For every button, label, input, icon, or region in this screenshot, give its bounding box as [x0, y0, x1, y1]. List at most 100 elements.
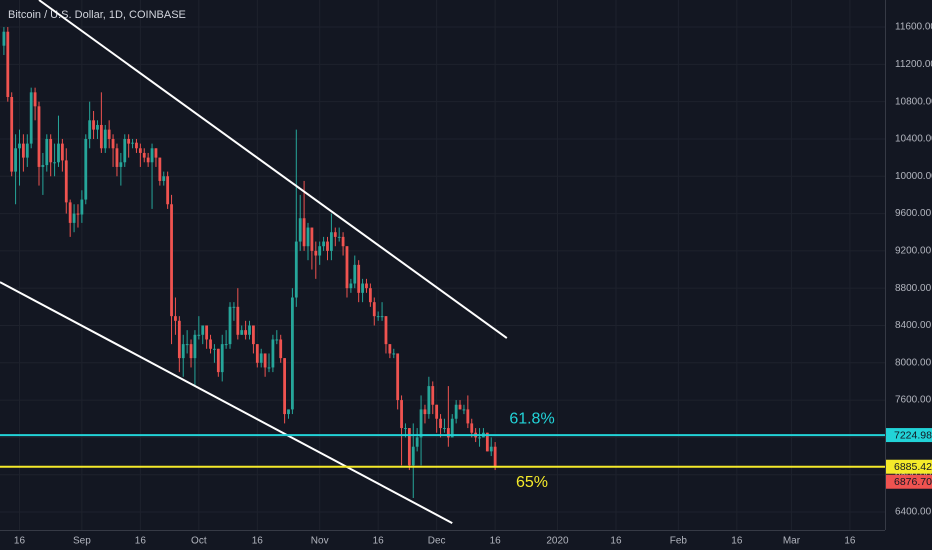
x-tick-label: 16 — [14, 536, 26, 547]
candle-body — [189, 344, 193, 359]
price-tag — [886, 474, 932, 489]
candle-body — [127, 138, 131, 144]
candle-body — [18, 143, 21, 149]
candle-body — [72, 213, 76, 223]
candle-body — [470, 423, 474, 433]
candle-body — [174, 316, 177, 321]
candle-body — [333, 232, 337, 237]
candle-body — [14, 148, 17, 172]
candle-body — [103, 129, 107, 149]
candle-body — [423, 409, 427, 415]
price-tag-label: 6876.70 — [894, 476, 932, 488]
y-tick-label: 11200.00 — [895, 59, 932, 70]
candle-body — [170, 204, 173, 317]
price-tag — [886, 428, 932, 443]
x-tick-label: Feb — [670, 536, 688, 547]
candle-body — [154, 148, 158, 158]
candle-body — [201, 325, 205, 335]
candle-body — [107, 129, 111, 139]
candle-body — [443, 428, 446, 430]
x-tick-label: Sep — [73, 536, 91, 547]
y-tick-label: 9200.00 — [895, 246, 932, 257]
candle-body — [33, 92, 37, 107]
candle-body — [259, 353, 263, 363]
candle-body — [150, 148, 154, 163]
candle-body — [111, 138, 115, 149]
x-tick-label: 16 — [135, 536, 147, 547]
candle-body — [431, 386, 435, 405]
x-tick-label: 16 — [610, 536, 622, 547]
candle-body — [80, 199, 84, 215]
candle-body — [427, 386, 431, 415]
candle-body — [185, 344, 189, 346]
x-tick-label: 16 — [373, 536, 385, 547]
candle-body — [489, 446, 493, 452]
candle-body — [384, 316, 388, 345]
chart-title: Bitcoin / U.S. Dollar, 1D, COINBASE — [8, 9, 186, 21]
level-label: 65% — [516, 474, 548, 491]
candle-body — [25, 143, 29, 158]
candle-body — [450, 418, 454, 438]
candle-body — [119, 162, 123, 167]
candle-body — [255, 344, 259, 363]
candle-body — [60, 143, 64, 161]
candle-body — [88, 120, 92, 139]
x-tick-label: Nov — [311, 536, 329, 547]
candle-body — [232, 306, 236, 308]
candle-body — [64, 160, 68, 203]
y-tick-label: 10800.00 — [895, 96, 932, 107]
candle-body — [166, 176, 170, 205]
candle-body — [162, 176, 166, 181]
candle-body — [197, 334, 201, 336]
candle-body — [454, 404, 458, 419]
candle-body — [404, 428, 407, 430]
candle-body — [388, 344, 392, 354]
candle-body — [248, 325, 251, 335]
candle-body — [310, 227, 314, 251]
candle-body — [345, 246, 349, 289]
candle-body — [376, 316, 380, 318]
candle-body — [2, 31, 6, 46]
candle-body — [224, 344, 228, 346]
candle-body — [275, 339, 279, 341]
candle-body — [177, 320, 181, 359]
candle-body — [21, 143, 25, 158]
candle-body — [213, 348, 216, 350]
candle-body — [131, 142, 134, 144]
candle-body — [462, 409, 466, 411]
x-tick-label: Dec — [428, 536, 446, 547]
candle-body — [92, 120, 95, 130]
candle-body — [193, 334, 197, 359]
candle-body — [392, 353, 396, 355]
candle-body — [361, 283, 364, 293]
candle-body — [68, 202, 72, 223]
candle-body — [236, 306, 240, 335]
candle-body — [493, 446, 497, 468]
candle-body — [252, 325, 255, 345]
candle-body — [439, 418, 442, 429]
candle-body — [283, 358, 287, 415]
candle-body — [341, 236, 345, 247]
candle-body — [365, 283, 368, 289]
trendline — [38, 0, 508, 339]
y-tick-label: 8000.00 — [895, 357, 932, 368]
candle-body — [146, 157, 150, 163]
candle-body — [84, 138, 88, 200]
candle-body — [314, 250, 318, 256]
candle-body — [407, 428, 411, 466]
price-tag-label: 6885.42 — [894, 461, 932, 473]
candle-body — [135, 142, 138, 149]
candle-body — [458, 404, 462, 410]
x-tick-label: 16 — [731, 536, 743, 547]
candle-body — [99, 124, 103, 149]
candle-body — [41, 165, 45, 167]
candle-body — [10, 96, 14, 172]
candle-body — [318, 246, 322, 256]
candle-body — [244, 330, 248, 335]
y-tick-label: 7600.00 — [895, 395, 932, 406]
candle-body — [322, 241, 325, 247]
y-tick-label: 8400.00 — [895, 320, 932, 331]
candle-body — [357, 264, 361, 293]
